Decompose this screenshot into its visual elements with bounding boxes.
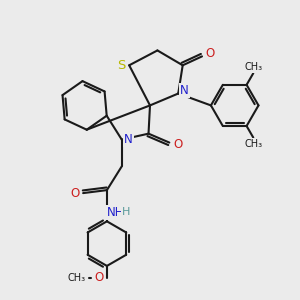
Text: O: O bbox=[206, 47, 215, 60]
Text: O: O bbox=[94, 271, 103, 284]
Text: CH₃: CH₃ bbox=[244, 139, 262, 149]
Text: H: H bbox=[122, 207, 131, 218]
Text: CH₃: CH₃ bbox=[244, 62, 262, 72]
Text: O: O bbox=[174, 138, 183, 151]
Text: N: N bbox=[180, 84, 189, 97]
Text: S: S bbox=[117, 59, 125, 72]
Text: N: N bbox=[124, 133, 133, 146]
Text: CH₃: CH₃ bbox=[68, 273, 85, 283]
Text: NH: NH bbox=[106, 206, 124, 219]
Text: O: O bbox=[70, 187, 80, 200]
